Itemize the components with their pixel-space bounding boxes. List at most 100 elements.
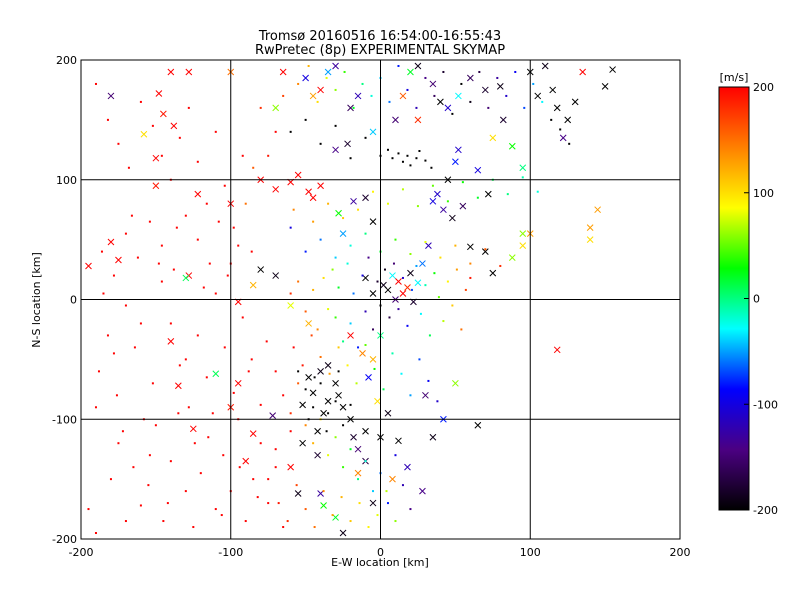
cross-marker: [466, 243, 474, 251]
dot-marker: [506, 193, 509, 196]
dot-marker: [322, 276, 325, 279]
cross-marker: [170, 122, 178, 130]
cross-marker: [519, 230, 527, 237]
cross-marker: [167, 68, 175, 76]
dot-marker: [342, 424, 345, 427]
dot-marker: [372, 490, 375, 493]
dot-marker: [316, 100, 319, 103]
dot-marker: [418, 150, 421, 153]
cross-marker: [115, 256, 122, 264]
cross-marker: [534, 92, 542, 100]
dot-marker: [94, 532, 97, 535]
dot-marker: [148, 454, 151, 457]
dot-marker: [334, 124, 337, 127]
dot-marker: [286, 520, 289, 523]
dot-marker: [312, 220, 315, 223]
dot-marker: [559, 128, 562, 131]
cross-marker: [324, 397, 332, 405]
cross-marker: [466, 74, 474, 82]
dot-marker: [334, 316, 337, 319]
dot-marker: [409, 394, 412, 397]
cross-marker: [160, 110, 167, 118]
dot-marker: [232, 226, 235, 229]
dot-marker: [397, 308, 400, 311]
dot-marker: [346, 364, 349, 367]
cross-marker: [317, 367, 324, 375]
dot-marker: [376, 280, 379, 283]
dot-marker: [259, 442, 262, 445]
dot-marker: [169, 460, 172, 463]
cross-marker: [601, 82, 609, 90]
cross-marker: [335, 209, 342, 217]
dot-marker: [117, 442, 120, 445]
y-tick-label: -100: [52, 413, 77, 426]
cross-marker: [287, 302, 295, 309]
dot-marker: [178, 136, 181, 139]
dot-marker: [109, 478, 112, 481]
cross-marker: [249, 430, 257, 437]
cross-marker: [362, 194, 369, 202]
dot-marker: [310, 334, 313, 337]
dot-marker: [349, 157, 352, 160]
dot-marker: [446, 280, 449, 283]
dot-marker: [304, 310, 307, 313]
dot-marker: [331, 514, 334, 517]
cross-marker: [332, 62, 339, 70]
dot-marker: [130, 214, 133, 217]
colorbar-tick-label: -200: [753, 504, 778, 517]
cross-marker: [140, 130, 148, 138]
cross-marker: [294, 171, 302, 179]
cross-marker: [425, 242, 432, 249]
cross-marker: [452, 379, 459, 387]
cross-marker: [484, 190, 492, 198]
dot-marker: [205, 376, 208, 379]
cross-marker: [571, 98, 579, 106]
dot-marker: [226, 274, 229, 277]
dot-marker: [367, 526, 370, 529]
dot-marker: [415, 264, 418, 267]
dot-marker: [259, 403, 262, 406]
dot-marker: [196, 238, 199, 241]
dot-marker: [162, 520, 165, 523]
cross-marker: [85, 262, 92, 270]
dot-marker: [256, 496, 259, 499]
dot-marker: [370, 94, 373, 97]
dot-marker: [313, 526, 316, 529]
cross-marker: [519, 164, 527, 172]
cross-marker: [407, 269, 414, 277]
dot-marker: [94, 406, 97, 409]
dot-marker: [372, 328, 375, 331]
cross-marker: [287, 463, 295, 471]
cross-marker: [314, 451, 321, 459]
x-axis-label: E-W location [km]: [331, 556, 429, 569]
dot-marker: [401, 188, 404, 191]
dot-marker: [442, 320, 445, 323]
cross-marker: [414, 279, 422, 287]
colorbar-tick-label: 200: [753, 81, 774, 94]
cross-marker: [474, 421, 482, 429]
dot-marker: [394, 454, 397, 457]
dot-marker: [386, 202, 389, 205]
dot-marker: [289, 412, 292, 415]
cross-marker: [354, 92, 362, 100]
dot-marker: [301, 364, 304, 367]
dot-marker: [132, 466, 135, 469]
dot-marker: [484, 248, 487, 251]
cross-marker: [389, 475, 396, 483]
dot-marker: [327, 202, 330, 205]
cross-marker: [422, 391, 429, 399]
dot-marker: [460, 82, 463, 85]
dot-marker: [409, 508, 412, 511]
dot-marker: [312, 442, 315, 445]
dot-marker: [392, 262, 395, 265]
dot-marker: [327, 454, 330, 457]
dot-marker: [550, 118, 553, 121]
dot-marker: [127, 166, 130, 169]
dot-marker: [343, 70, 346, 73]
dot-marker: [400, 372, 403, 375]
dot-marker: [139, 504, 142, 507]
cross-marker: [429, 433, 437, 441]
dot-marker: [196, 160, 199, 163]
dot-marker: [367, 256, 370, 259]
dot-marker: [424, 284, 427, 287]
